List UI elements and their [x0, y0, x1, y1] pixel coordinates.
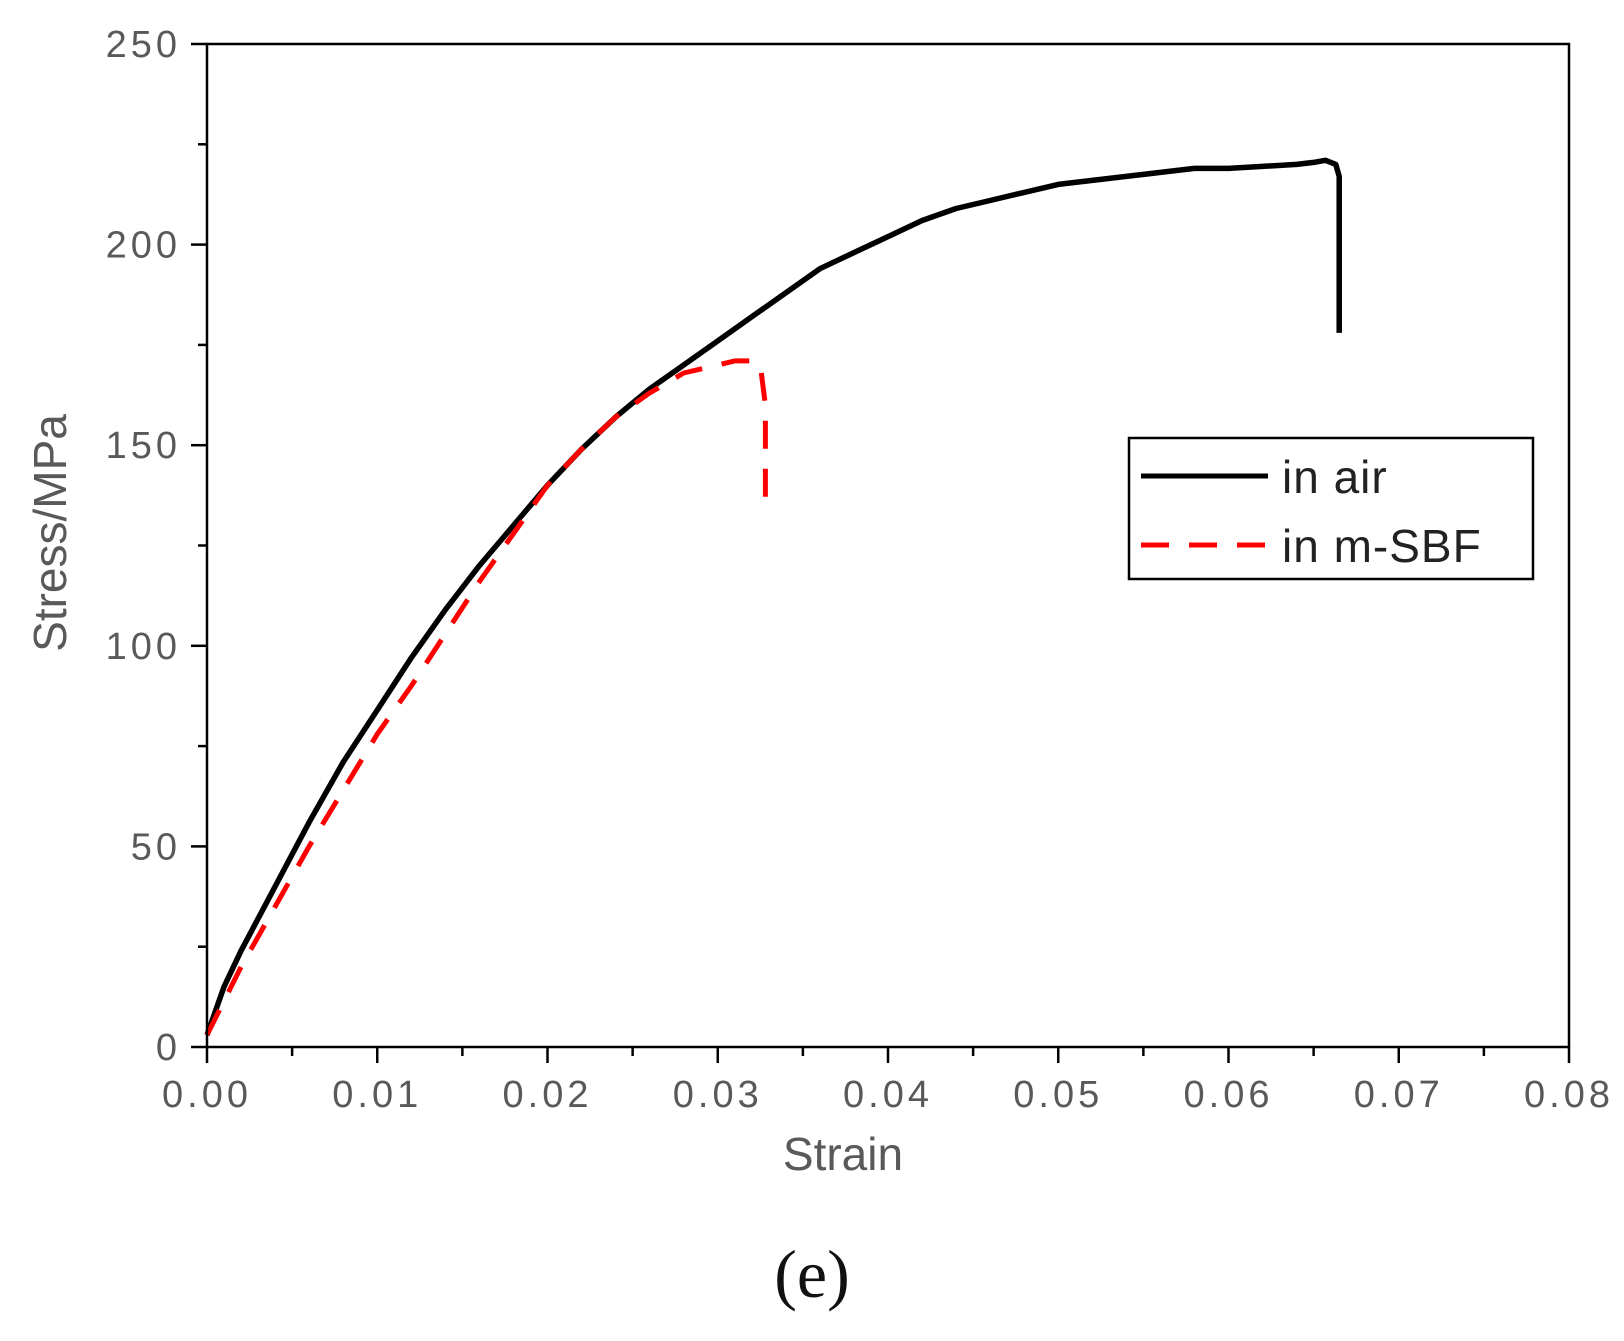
- y-tick-label: 200: [106, 225, 181, 267]
- x-axis-title: Strain: [783, 1128, 903, 1180]
- x-tick-label: 0.02: [503, 1074, 593, 1116]
- x-tick-label: 0.06: [1184, 1074, 1274, 1116]
- x-axis: 0.00 0.01 0.02 0.03 0.04 0.05 0.06 0.07 0.08: [162, 1047, 1614, 1116]
- y-tick-label: 250: [106, 24, 181, 66]
- x-tick-label: 0.04: [843, 1074, 933, 1116]
- series-line-in-air: [204, 157, 1342, 1036]
- x-tick-label: 0.03: [673, 1074, 763, 1116]
- y-axis: 0 50 100 150 200 250: [106, 24, 207, 1069]
- y-tick-label: 100: [106, 626, 181, 668]
- x-tick-label: 0.08: [1524, 1074, 1614, 1116]
- series-line-in-m-sbf: [204, 358, 768, 1037]
- x-tick-label: 0.01: [332, 1074, 422, 1116]
- legend: in air in m-SBF: [1127, 436, 1535, 581]
- legend-box: [1127, 436, 1535, 581]
- x-tick-label: 0.05: [1013, 1074, 1103, 1116]
- legend-label-in-air: in air: [1282, 451, 1388, 503]
- legend-label-in-m-sbf: in m-SBF: [1282, 520, 1482, 572]
- panel-label: (e): [774, 1236, 849, 1312]
- y-axis-title: Stress/MPa: [24, 414, 76, 652]
- y-tick-label: 150: [106, 425, 181, 467]
- y-tick-label: 50: [131, 826, 181, 868]
- x-tick-label: 0.00: [162, 1074, 252, 1116]
- y-tick-label: 0: [156, 1027, 181, 1069]
- x-tick-label: 0.07: [1354, 1074, 1444, 1116]
